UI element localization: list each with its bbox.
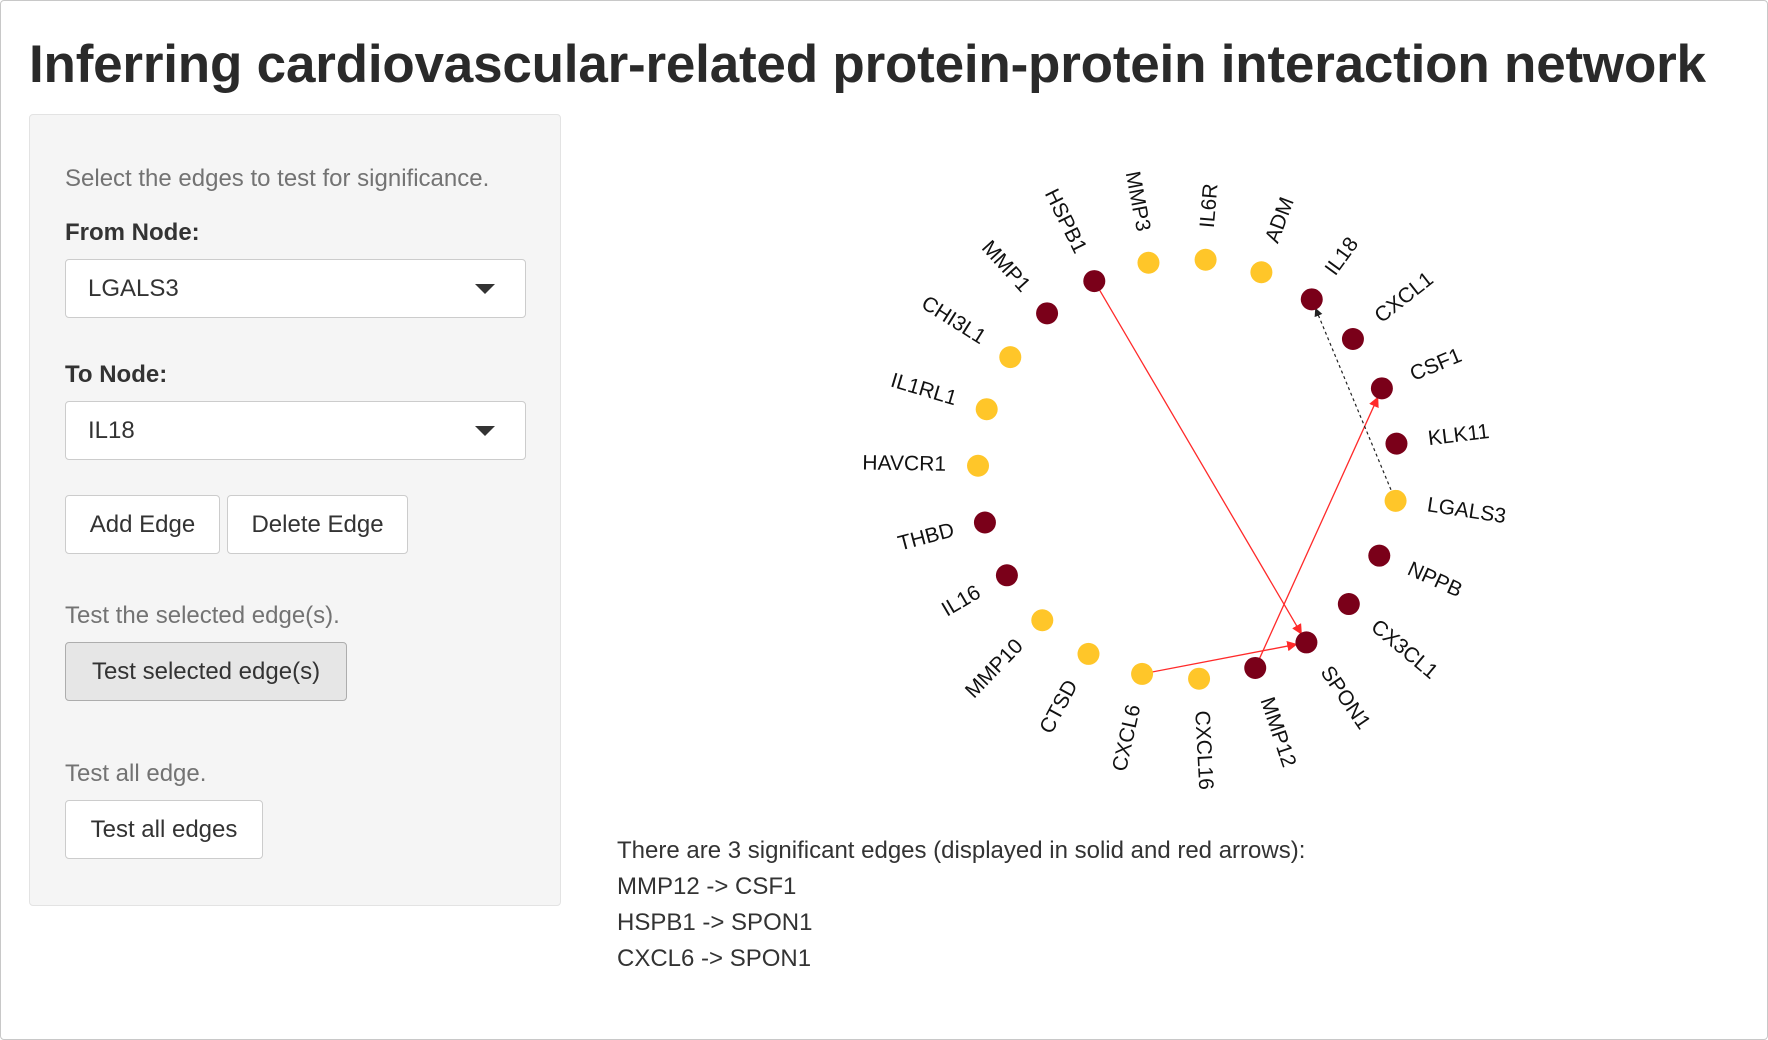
node-label-cx3cl1: CX3CL1	[1367, 615, 1443, 684]
from-node-select[interactable]: LGALS3	[65, 259, 526, 318]
node-thbd	[973, 511, 996, 534]
node-label-mmp12: MMP12	[1255, 694, 1300, 770]
node-cx3cl1	[1337, 593, 1360, 616]
node-hspb1	[1083, 270, 1106, 293]
page-title: Inferring cardiovascular-related protein…	[29, 35, 1706, 94]
to-node-value: IL18	[88, 417, 135, 444]
edge-lgals3-to-il18	[1314, 307, 1397, 502]
node-label-klk11: KLK11	[1427, 420, 1491, 450]
result-edge-1: MMP12 -> CSF1	[617, 873, 797, 900]
delete-edge-button[interactable]: Delete Edge	[227, 495, 408, 554]
node-mmp1	[1036, 302, 1059, 325]
results-summary: There are 3 significant edges (displayed…	[617, 837, 1306, 864]
node-cxcl6	[1131, 662, 1154, 685]
add-edge-button[interactable]: Add Edge	[65, 495, 220, 554]
node-havcr1	[967, 454, 990, 477]
edge-hspb1-to-spon1	[1093, 280, 1302, 635]
node-label-cxcl1: CXCL1	[1370, 268, 1437, 328]
to-node-label: To Node:	[65, 361, 168, 388]
select-edges-help: Select the edges to test for significanc…	[65, 165, 490, 192]
node-label-thbd: THBD	[896, 519, 957, 556]
node-klk11	[1385, 432, 1408, 455]
node-lgals3	[1384, 489, 1407, 512]
node-label-mmp3: MMP3	[1121, 169, 1155, 233]
node-label-ctsd: CTSD	[1035, 676, 1082, 737]
to-node-select[interactable]: IL18	[65, 401, 526, 460]
node-label-il1rl1: IL1RL1	[888, 369, 959, 410]
node-il1rl1	[975, 398, 998, 421]
result-edge-3: CXCL6 -> SPON1	[617, 945, 812, 972]
node-label-cxcl6: CXCL6	[1108, 702, 1145, 773]
node-label-il18: IL18	[1321, 233, 1364, 280]
node-label-mmp1: MMP1	[977, 236, 1035, 296]
node-nppb	[1368, 544, 1391, 567]
node-adm	[1250, 261, 1273, 284]
node-label-adm: ADM	[1261, 194, 1299, 246]
node-ctsd	[1077, 642, 1100, 665]
node-label-spon1: SPON1	[1316, 662, 1375, 734]
node-label-chi3l1: CHI3L1	[917, 292, 990, 349]
results-output: There are 3 significant edges (displayed…	[617, 833, 1305, 977]
node-il18	[1300, 288, 1323, 311]
node-label-il6r: IL6R	[1196, 183, 1223, 229]
node-label-csf1: CSF1	[1407, 344, 1465, 386]
node-label-mmp10: MMP10	[961, 635, 1028, 703]
test-all-help: Test all edge.	[65, 760, 207, 787]
node-mmp10	[1031, 609, 1054, 632]
node-spon1	[1295, 631, 1318, 654]
node-label-nppb: NPPB	[1404, 558, 1466, 603]
sidebar-panel: Select the edges to test for significanc…	[29, 114, 561, 906]
node-label-hspb1: HSPB1	[1040, 185, 1091, 257]
test-selected-button[interactable]: Test selected edge(s)	[65, 642, 347, 701]
node-chi3l1	[999, 346, 1022, 369]
node-cxcl1	[1341, 328, 1364, 351]
node-il16	[995, 564, 1018, 587]
node-il6r	[1194, 248, 1217, 271]
node-label-il16: IL16	[938, 581, 985, 622]
chevron-down-icon	[475, 426, 495, 436]
node-cxcl16	[1188, 667, 1211, 690]
from-node-value: LGALS3	[88, 275, 179, 302]
node-mmp12	[1244, 656, 1267, 679]
test-selected-help: Test the selected edge(s).	[65, 602, 340, 629]
node-label-lgals3: LGALS3	[1426, 493, 1508, 528]
node-label-cxcl16: CXCL16	[1190, 710, 1217, 790]
test-all-button[interactable]: Test all edges	[65, 800, 263, 859]
node-mmp3	[1137, 251, 1160, 274]
from-node-label: From Node:	[65, 219, 200, 246]
node-csf1	[1370, 377, 1393, 400]
node-label-havcr1: HAVCR1	[862, 451, 946, 475]
result-edge-2: HSPB1 -> SPON1	[617, 909, 813, 936]
edge-mmp12-to-csf1	[1254, 396, 1379, 669]
edge-cxcl6-to-spon1	[1141, 640, 1298, 675]
chevron-down-icon	[475, 284, 495, 294]
